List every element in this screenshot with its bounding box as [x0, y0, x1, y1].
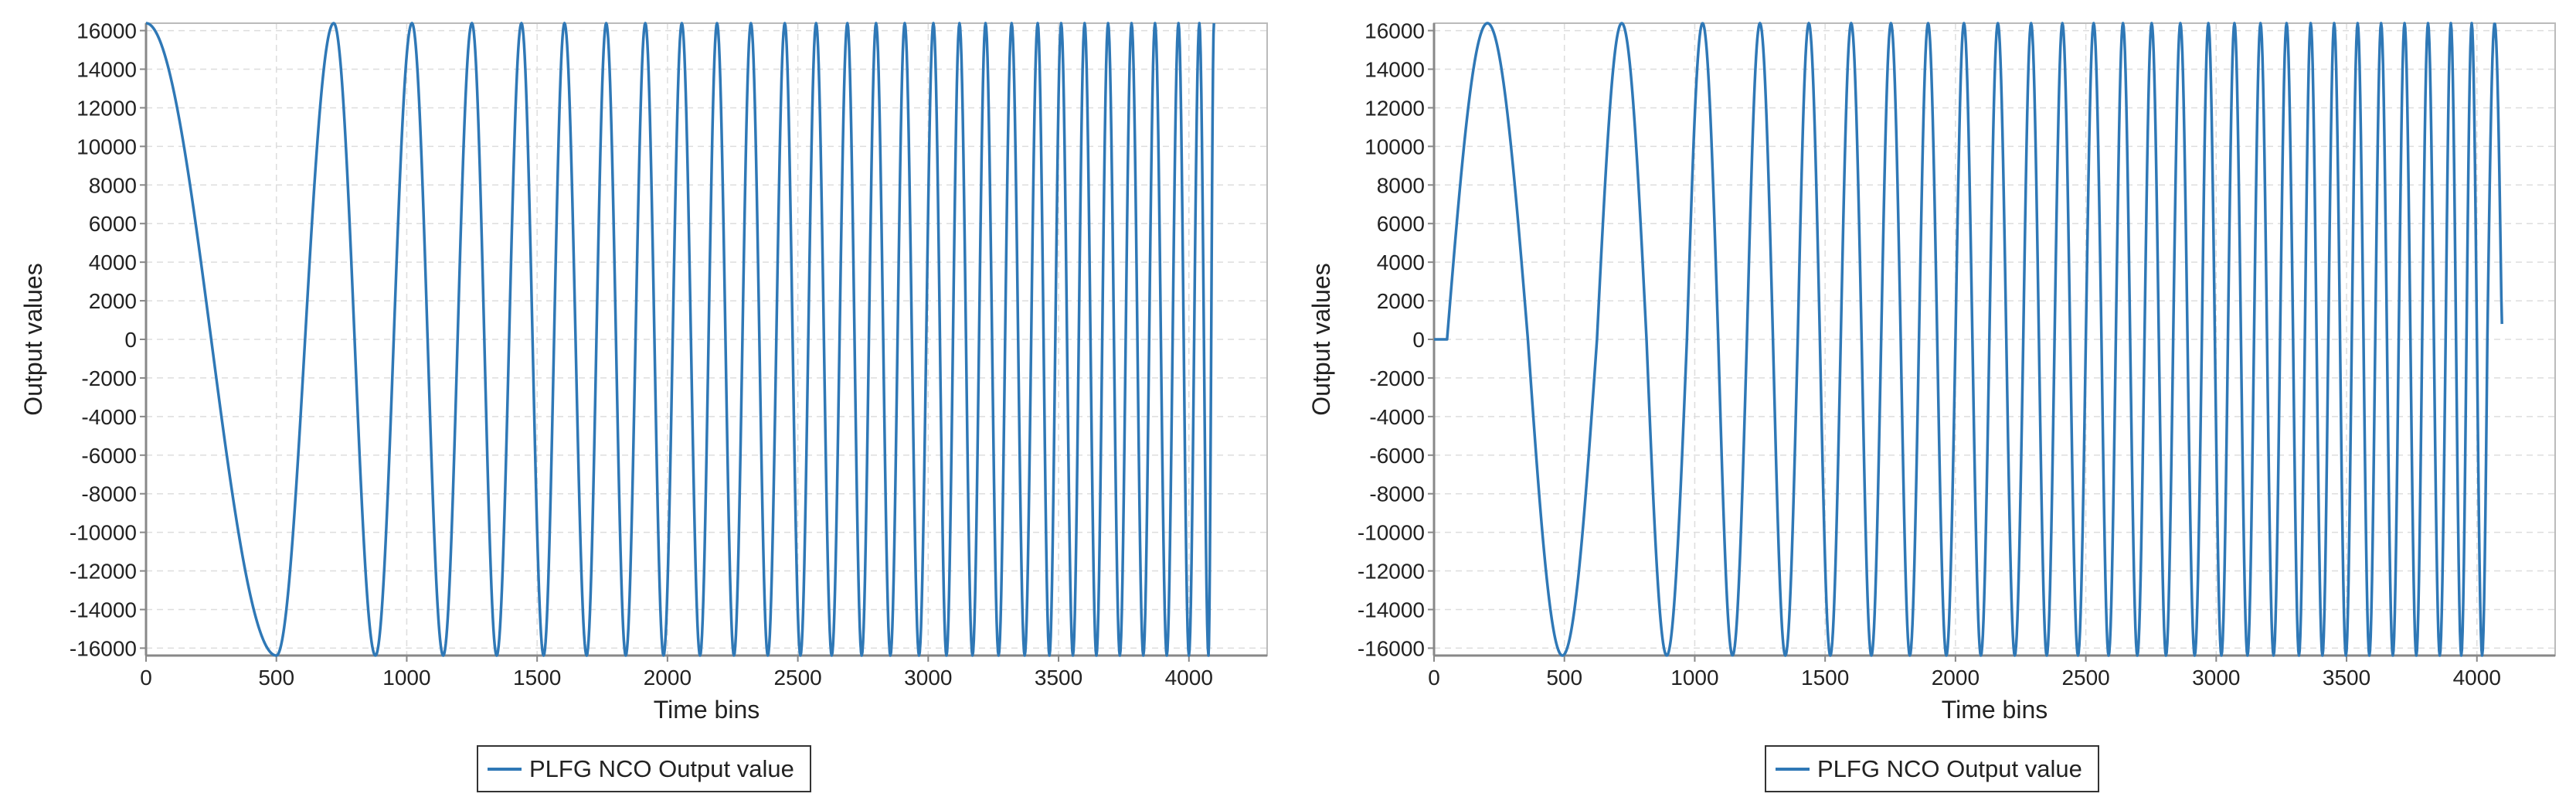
legend-swatch-left	[488, 767, 522, 771]
y-tick-label: 8000	[1377, 173, 1425, 197]
y-tick-label: 0	[1412, 328, 1425, 352]
x-tick-label: 0	[1428, 666, 1440, 690]
y-tick-label: 4000	[1377, 250, 1425, 274]
y-tick-label: 16000	[76, 19, 137, 43]
y-tick-label: 12000	[1364, 96, 1425, 120]
chart-right: 16000 14000 12000 10000 8000 6000 4000 2000 0 -20…	[1288, 0, 2576, 797]
y-tick-label: 4000	[89, 250, 137, 274]
y-tick-label: -4000	[81, 405, 137, 429]
y-tick-label: 14000	[1364, 58, 1425, 82]
y-tick-label: -14000	[70, 598, 137, 622]
y-tick-label: 0	[124, 328, 137, 352]
y-tick-label: 6000	[1377, 212, 1425, 236]
y-tick-label: -14000	[1358, 598, 1425, 622]
x-axis-label: Time bins	[654, 696, 760, 724]
y-tick-label: -12000	[1358, 560, 1425, 584]
x-tick-label: 4000	[1165, 666, 1213, 690]
y-tick-label: 10000	[76, 135, 137, 158]
chart-left-svg: 1600014000120001000080006000400020000-20…	[19, 19, 1268, 724]
x-tick-label: 500	[258, 666, 294, 690]
x-tick-label: 1500	[1801, 666, 1849, 690]
y-tick-label: 8000	[89, 173, 137, 197]
x-tick-label: 0	[140, 666, 152, 690]
y-tick-label: -8000	[81, 482, 137, 506]
x-tick-label: 3000	[2192, 666, 2240, 690]
chart-left: 16000 14000 12000 10000 8000 6000 4000 2000 0 -20…	[19, 19, 1268, 792]
x-axis-label: Time bins	[1942, 696, 2048, 724]
y-axis-label: Output values	[19, 263, 47, 415]
y-tick-label: 14000	[76, 58, 137, 82]
legend-right: PLFG NCO Output value	[1765, 745, 2099, 792]
x-tick-label: 1000	[382, 666, 430, 690]
x-tick-label: 4000	[2453, 666, 2501, 690]
y-tick-label: 2000	[1377, 289, 1425, 313]
x-tick-label: 1500	[513, 666, 561, 690]
x-tick-label: 2500	[773, 666, 821, 690]
series-line-0	[145, 22, 1215, 657]
x-tick-label: 500	[1546, 666, 1582, 690]
y-tick-label: 2000	[89, 289, 137, 313]
x-tick-label: 3500	[2323, 666, 2370, 690]
x-tick-label: 1000	[1670, 666, 1718, 690]
x-tick-label: 3000	[904, 666, 952, 690]
legend-label-left: PLFG NCO Output value	[529, 754, 794, 782]
y-tick-label: -16000	[1358, 636, 1425, 660]
series-line-0	[1434, 22, 2503, 657]
y-tick-label: 12000	[76, 96, 137, 120]
y-tick-label: -10000	[1358, 521, 1425, 545]
y-tick-label: -4000	[1369, 405, 1425, 429]
legend-swatch-right	[1776, 767, 1810, 771]
y-tick-label: -16000	[70, 636, 137, 660]
y-tick-label: -6000	[1369, 444, 1425, 468]
y-tick-label: -8000	[1369, 482, 1425, 506]
y-tick-label: -2000	[1369, 366, 1425, 390]
y-tick-label: -10000	[70, 521, 137, 545]
x-tick-label: 3500	[1035, 666, 1082, 690]
y-tick-label: -12000	[70, 560, 137, 584]
y-tick-label: 10000	[1364, 135, 1425, 158]
x-tick-label: 2000	[644, 666, 692, 690]
legend-label-right: PLFG NCO Output value	[1817, 754, 2082, 782]
y-tick-label: 16000	[1364, 19, 1425, 43]
chart-right-svg: 1600014000120001000080006000400020000-20…	[1307, 19, 2556, 724]
y-axis-label: Output values	[1307, 263, 1335, 415]
legend-left: PLFG NCO Output value	[477, 745, 811, 792]
x-tick-label: 2500	[2061, 666, 2109, 690]
x-tick-label: 2000	[1932, 666, 1980, 690]
y-tick-label: -6000	[81, 444, 137, 468]
y-tick-label: 6000	[89, 212, 137, 236]
y-tick-label: -2000	[81, 366, 137, 390]
